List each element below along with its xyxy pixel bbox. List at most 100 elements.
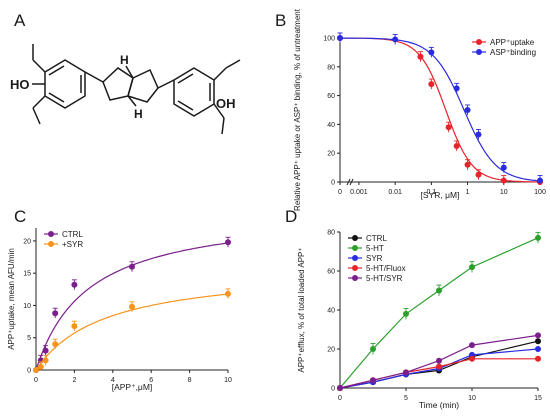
data-point — [535, 338, 541, 345]
right-furan-ring — [127, 68, 159, 103]
y-tick-label: 20 — [327, 151, 335, 158]
data-point — [469, 355, 475, 362]
x-tick-label: 0 — [34, 377, 38, 384]
panel-letter-c: C — [14, 207, 26, 226]
chart-panel-d: 0 5 10 15 0 20 40 60 80 Time (min) APP⁺efflux, % o… — [297, 230, 542, 411]
left-bottom-methoxy-bond — [32, 95, 46, 109]
data-point — [464, 161, 471, 168]
x-axis-label: Time (min) — [419, 400, 459, 410]
panel-letter-a: A — [14, 11, 26, 30]
data-point — [403, 310, 409, 317]
left-bottom-methoxy-methyl — [32, 107, 41, 125]
data-point — [33, 367, 39, 373]
right-bottom-methoxy-bond — [213, 103, 225, 119]
legend: CTRL+SYR — [44, 230, 83, 249]
x-tick-label: 0 — [338, 395, 342, 402]
data-point — [500, 164, 507, 171]
bottom-bridgehead-h-bond — [127, 95, 137, 107]
data-point — [469, 342, 475, 349]
y-tick-label: 100 — [323, 36, 335, 43]
series-line — [339, 37, 540, 183]
series-line — [339, 334, 539, 389]
left-ring-to-furan-bond — [84, 71, 104, 83]
data-point — [535, 355, 541, 362]
x-tick-label: 15 — [534, 395, 542, 402]
y-tick-label: 0 — [331, 180, 335, 187]
data-point — [453, 85, 460, 92]
y-tick-label: 0 — [27, 368, 31, 375]
left-top-methoxy-bond — [32, 59, 46, 73]
x-tick-label: 2 — [72, 377, 76, 384]
data-point — [417, 53, 424, 60]
legend-label: CTRL — [62, 230, 83, 239]
series-1 — [33, 288, 231, 373]
legend-swatch-marker — [48, 231, 54, 237]
x-axis-label: [APP⁺,μM] — [112, 382, 153, 392]
series-1 — [337, 32, 543, 184]
top-bridgehead-h-label: H — [120, 53, 129, 67]
data-point — [428, 49, 435, 56]
legend-swatch-marker — [352, 245, 358, 251]
data-point — [535, 332, 541, 339]
y-tick-label: 20 — [23, 238, 31, 245]
series-line — [339, 237, 539, 389]
data-point — [436, 363, 442, 370]
data-point — [225, 239, 231, 246]
data-point — [535, 234, 541, 241]
x-tick-label: 4 — [111, 377, 115, 384]
x-tick-label: 1 — [466, 189, 470, 196]
bottom-bridgehead-h-label: H — [134, 107, 143, 121]
x-axis-label: [SYR, μM] — [421, 190, 460, 200]
chart-panel-b: 0 0.001 0.01 0.1 1 10 100 0 20 40 60 80 100 [SYR, μM]… — [293, 8, 546, 211]
right-bottom-methoxy-methyl — [221, 117, 225, 135]
data-point — [337, 35, 343, 41]
x-tick-label: 0 — [338, 189, 342, 196]
y-axis-label: APP⁺uptake, mean AFU/min — [7, 248, 16, 350]
y-tick-label: 5 — [27, 335, 31, 342]
data-point — [52, 310, 59, 317]
legend-label: APP⁺uptake — [490, 38, 535, 47]
data-point — [475, 131, 482, 138]
data-point — [225, 290, 231, 297]
data-point — [537, 177, 543, 184]
legend-label: 5-HT/SYR — [366, 274, 403, 283]
legend-label: +SYR — [62, 240, 83, 249]
data-point — [475, 171, 482, 178]
data-point — [464, 107, 471, 113]
legend-label: SYR — [366, 254, 383, 263]
y-tick-label: 60 — [327, 269, 335, 276]
left-ring-double-bond-1 — [48, 65, 65, 76]
series-line — [340, 37, 541, 182]
left-ring-double-bond-3 — [48, 92, 65, 103]
data-point — [42, 347, 49, 354]
x-tick-label: 5 — [404, 395, 408, 402]
right-top-methoxy-bond — [213, 67, 227, 81]
data-point — [445, 124, 452, 131]
legend-label: ASP⁺binding — [490, 48, 536, 57]
y-tick-label: 80 — [327, 64, 335, 71]
x-tick-label: 0.01 — [388, 189, 402, 196]
right-ring-double-bond-1 — [177, 73, 194, 84]
right-furan-to-ring-bond — [157, 79, 175, 89]
legend-swatch-marker — [476, 39, 482, 45]
data-point — [71, 323, 78, 330]
y-axis-label: Relative APP⁺ uptake or ASP⁺ binding, % … — [293, 8, 302, 211]
left-benzene-ring — [44, 59, 86, 109]
data-point — [129, 263, 135, 270]
top-bridgehead-h-bond — [125, 65, 134, 79]
x-tick-label: 8 — [188, 377, 192, 384]
x-tick-label: 10 — [468, 395, 476, 402]
y-tick-label: 40 — [327, 308, 335, 315]
legend-swatch-marker — [476, 49, 482, 55]
data-point — [129, 303, 135, 310]
x-tick-label: 10 — [224, 377, 232, 384]
data-point — [52, 341, 59, 348]
legend-swatch-marker — [48, 241, 54, 247]
y-tick-label: 15 — [23, 271, 31, 278]
left-hydroxyl-label: HO — [10, 77, 30, 92]
series-0 — [33, 236, 231, 373]
legend-swatch-marker — [352, 235, 358, 241]
